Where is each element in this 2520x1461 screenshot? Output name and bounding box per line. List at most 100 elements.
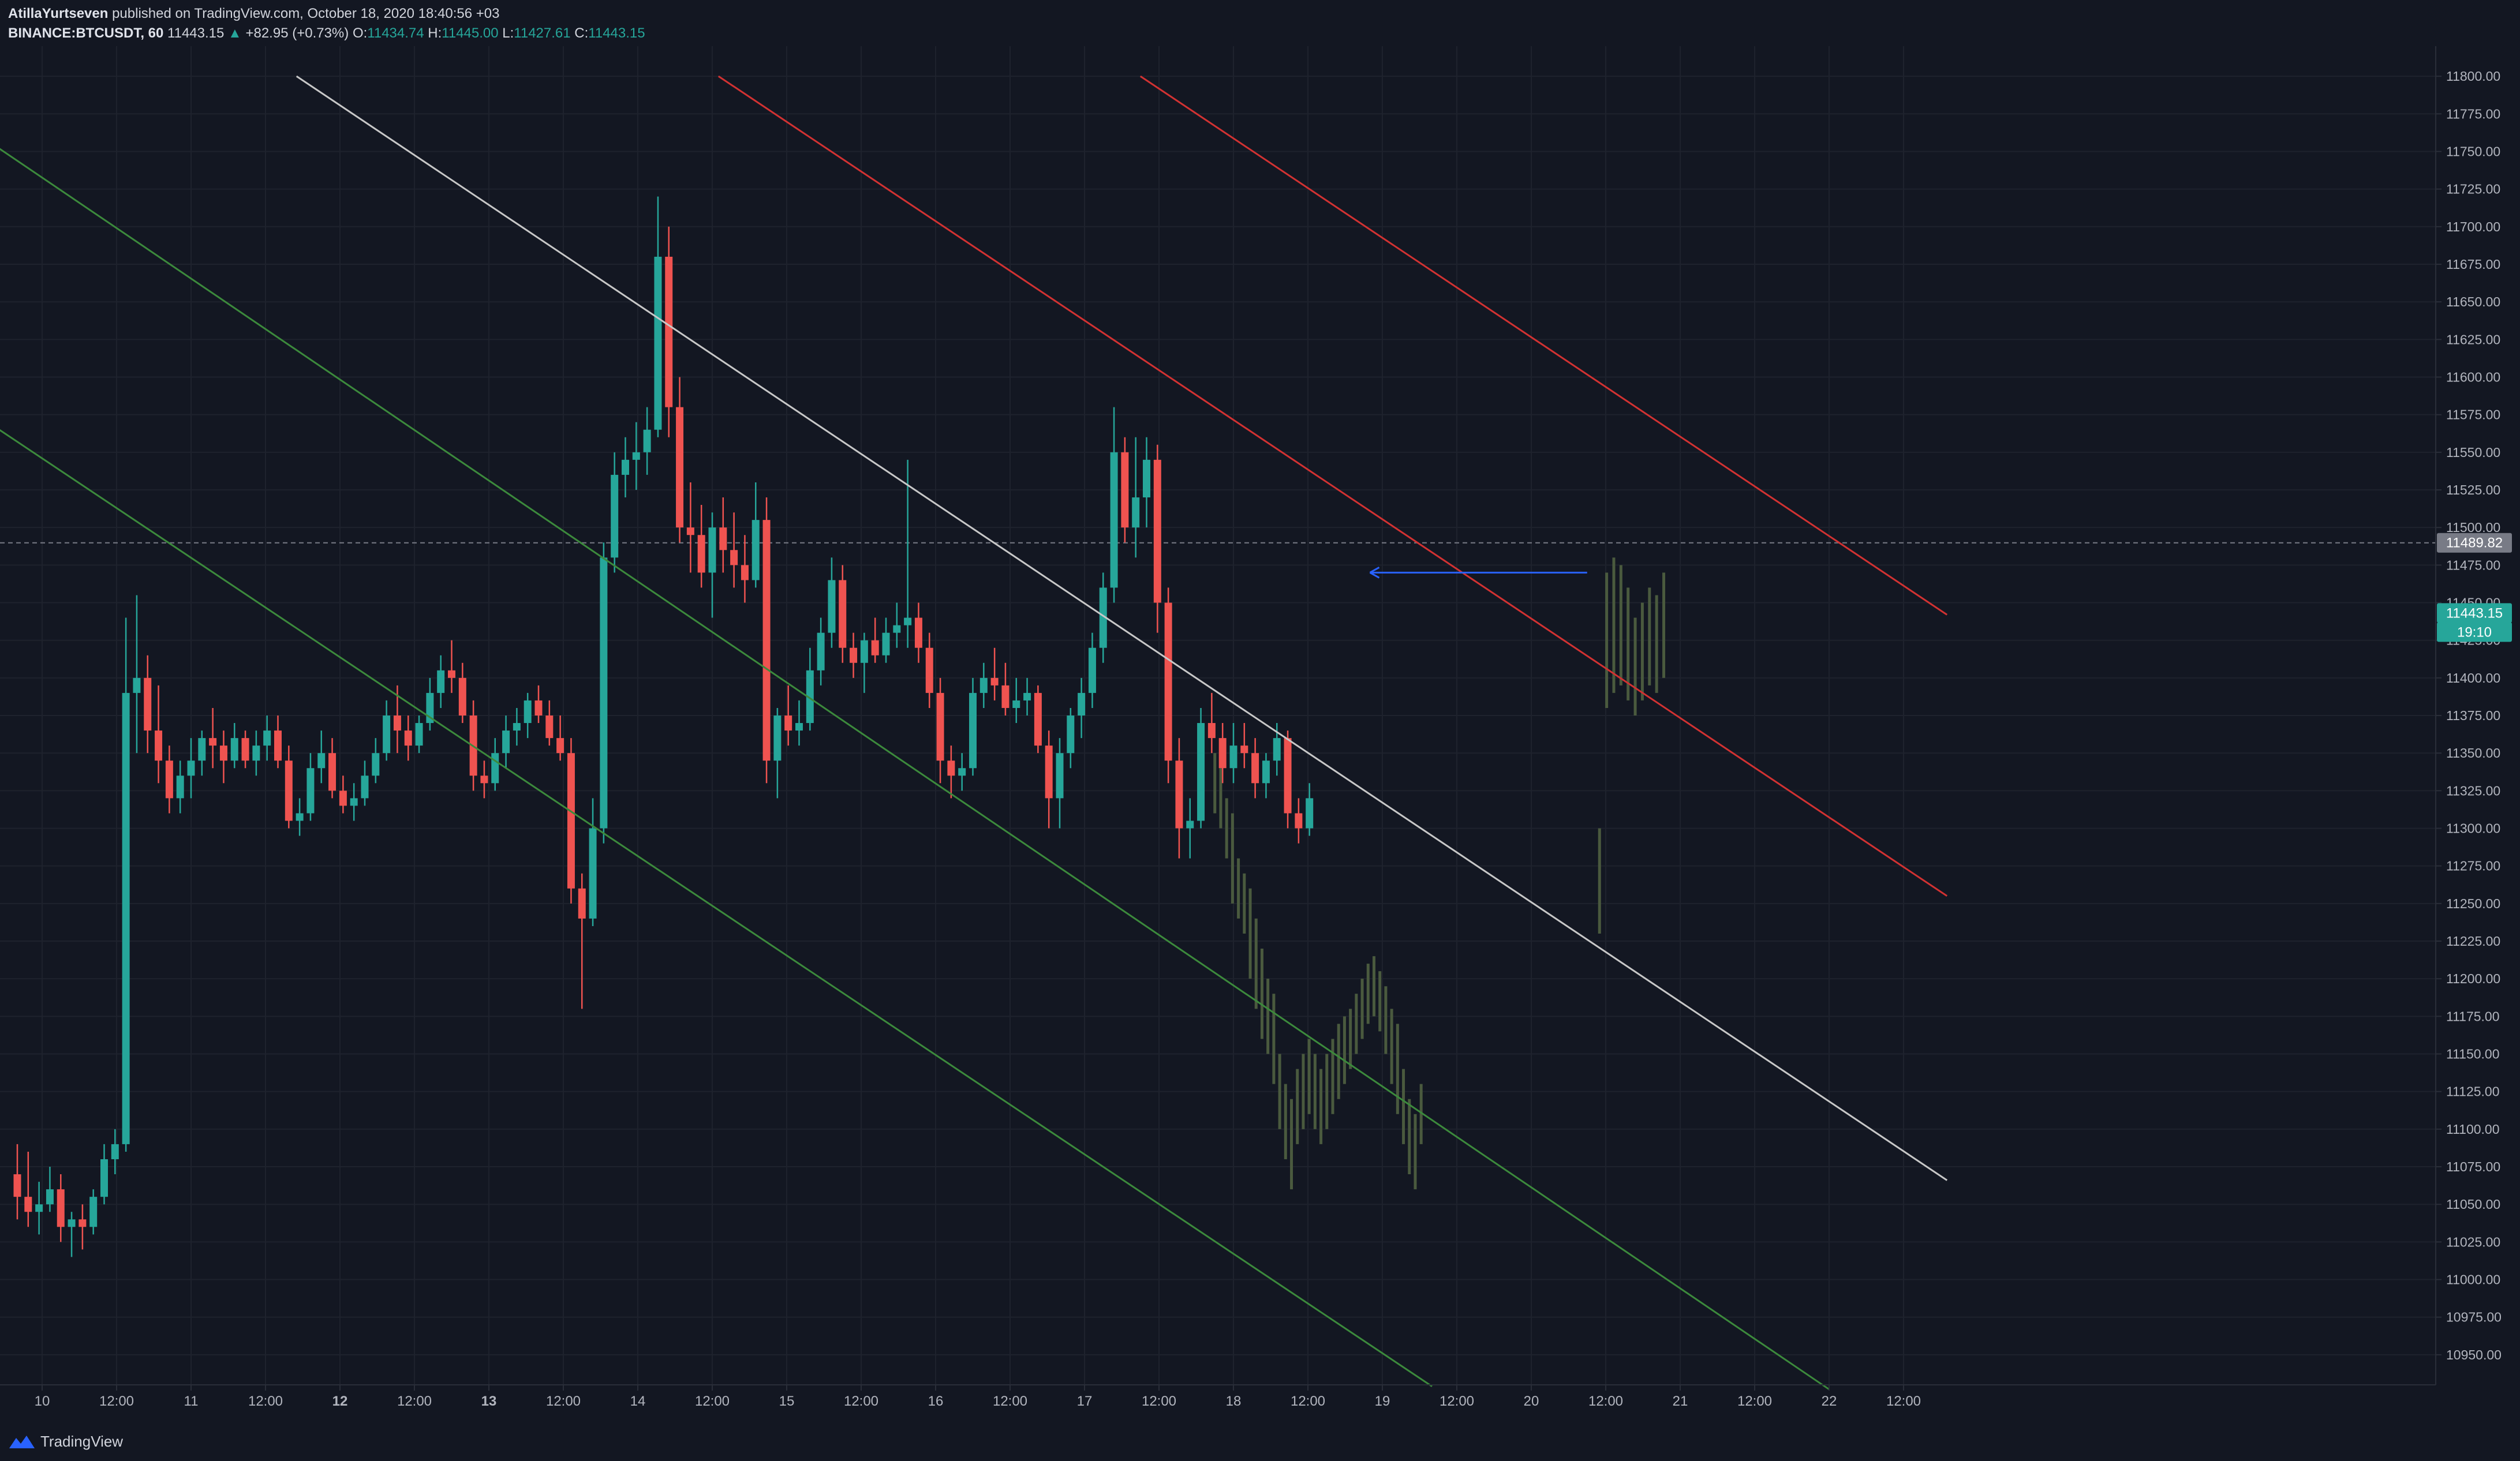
candle-body[interactable]	[328, 753, 337, 791]
candle-body[interactable]	[1175, 761, 1183, 829]
candle-body[interactable]	[274, 731, 282, 761]
time-axis[interactable]: 10 12:00 11 12:00 12 12:00 13 12:00 14 12:00 15 12:…	[0, 1384, 2436, 1409]
candle-body[interactable]	[1067, 715, 1075, 754]
candle-body[interactable]	[686, 527, 694, 535]
candle-body[interactable]	[1295, 813, 1303, 829]
candle-body[interactable]	[524, 700, 532, 724]
candle-body[interactable]	[252, 746, 260, 761]
candle-body[interactable]	[241, 738, 249, 761]
candle-body[interactable]	[643, 429, 651, 452]
candle-body[interactable]	[654, 256, 662, 430]
candle-body[interactable]	[589, 828, 597, 919]
candle-body[interactable]	[372, 753, 380, 776]
candle-body[interactable]	[622, 459, 629, 475]
candle-body[interactable]	[817, 632, 825, 670]
candle-body[interactable]	[958, 768, 966, 776]
candle-body[interactable]	[219, 746, 227, 761]
candle-body[interactable]	[914, 617, 922, 648]
candle-body[interactable]	[828, 580, 836, 633]
candle-body[interactable]	[762, 520, 771, 761]
candle-body[interactable]	[1121, 452, 1129, 528]
candle-body[interactable]	[697, 535, 705, 573]
candle-body[interactable]	[361, 776, 369, 799]
candle-body[interactable]	[545, 715, 554, 739]
candle-body[interactable]	[35, 1204, 43, 1212]
price-tag[interactable]	[2437, 533, 2512, 553]
candle-body[interactable]	[1001, 685, 1010, 708]
candle-body[interactable]	[24, 1197, 32, 1212]
trendline-red-lower[interactable]	[717, 75, 1948, 897]
candle-body[interactable]	[404, 731, 412, 746]
candle-body[interactable]	[1023, 692, 1031, 700]
trendlines[interactable]	[0, 75, 1948, 1391]
candle-body[interactable]	[165, 761, 173, 799]
candle-body[interactable]	[1251, 753, 1259, 784]
candle-body[interactable]	[1143, 459, 1150, 498]
candle-body[interactable]	[1240, 746, 1248, 754]
trendline-red-upper[interactable]	[1139, 75, 1948, 616]
price-tag[interactable]	[2437, 603, 2512, 623]
candle-body[interactable]	[306, 768, 315, 814]
candle-body[interactable]	[111, 1144, 119, 1159]
candle-body[interactable]	[600, 557, 608, 829]
candles[interactable]	[13, 196, 1314, 1257]
candle-body[interactable]	[1262, 761, 1270, 784]
candle-body[interactable]	[513, 723, 521, 731]
tradingview-logo[interactable]: TradingView	[8, 1433, 123, 1451]
candle-body[interactable]	[57, 1189, 65, 1227]
candle-body[interactable]	[969, 692, 977, 769]
candle-body[interactable]	[784, 715, 792, 731]
price-chart[interactable]: 10950.00 10975.00 11000.00 11025.00 11050.00…	[0, 0, 2520, 1422]
candle-body[interactable]	[1273, 738, 1281, 761]
candle-body[interactable]	[317, 753, 326, 769]
candle-body[interactable]	[611, 474, 619, 558]
candle-body[interactable]	[871, 640, 879, 655]
candle-body[interactable]	[925, 647, 933, 693]
candle-body[interactable]	[556, 738, 564, 754]
candle-body[interactable]	[296, 813, 304, 821]
symbol-name[interactable]: BINANCE:BTCUSDT, 60	[8, 25, 164, 41]
candle-body[interactable]	[1099, 587, 1107, 648]
candle-body[interactable]	[567, 753, 575, 889]
candle-body[interactable]	[155, 731, 163, 761]
candle-body[interactable]	[1229, 746, 1237, 769]
candle-body[interactable]	[263, 731, 271, 746]
candle-body[interactable]	[676, 407, 684, 528]
candle-body[interactable]	[860, 640, 868, 663]
candle-body[interactable]	[839, 580, 847, 648]
candle-body[interactable]	[806, 670, 814, 724]
candle-body[interactable]	[1306, 798, 1314, 829]
candle-body[interactable]	[1045, 746, 1053, 799]
candle-body[interactable]	[893, 625, 901, 633]
candle-body[interactable]	[122, 692, 130, 1144]
trendline-green-upper[interactable]	[0, 144, 1830, 1391]
candle-body[interactable]	[773, 715, 782, 761]
candle-body[interactable]	[1197, 723, 1205, 821]
candle-body[interactable]	[480, 776, 488, 784]
candle-body[interactable]	[100, 1159, 108, 1197]
candle-body[interactable]	[1088, 647, 1096, 693]
candle-body[interactable]	[1012, 700, 1020, 708]
candle-body[interactable]	[850, 647, 858, 663]
candle-body[interactable]	[133, 677, 141, 693]
candle-body[interactable]	[13, 1174, 21, 1197]
candle-body[interactable]	[1207, 723, 1216, 739]
candle-body[interactable]	[936, 692, 944, 761]
candle-body[interactable]	[751, 520, 760, 580]
candle-body[interactable]	[230, 738, 238, 761]
price-tag[interactable]	[2437, 622, 2512, 642]
candle-body[interactable]	[1078, 692, 1086, 715]
candle-body[interactable]	[1284, 738, 1292, 814]
candle-body[interactable]	[708, 527, 716, 573]
candle-body[interactable]	[741, 565, 749, 580]
candle-body[interactable]	[665, 256, 673, 407]
candle-body[interactable]	[795, 723, 803, 731]
candle-body[interactable]	[491, 753, 499, 784]
candle-body[interactable]	[947, 761, 955, 776]
candle-body[interactable]	[68, 1219, 76, 1227]
candle-body[interactable]	[1110, 452, 1118, 588]
candle-body[interactable]	[144, 677, 152, 731]
candle-body[interactable]	[339, 791, 347, 806]
candle-body[interactable]	[448, 670, 455, 678]
candle-body[interactable]	[502, 731, 510, 754]
